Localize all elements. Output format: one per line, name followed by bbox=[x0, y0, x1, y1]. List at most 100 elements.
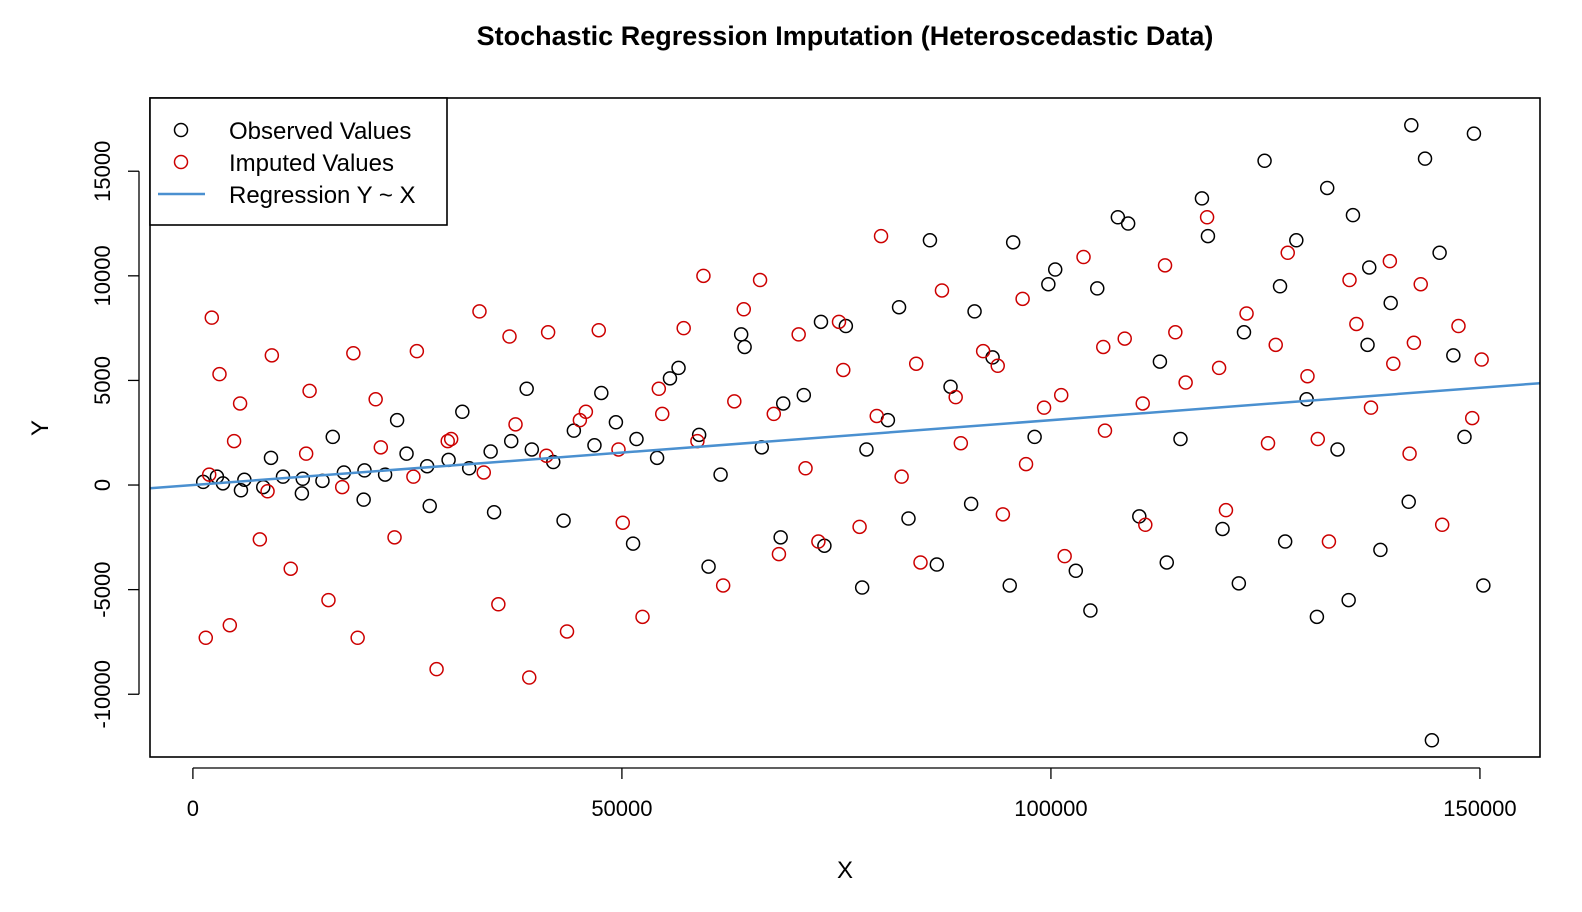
data-point bbox=[715, 578, 731, 593]
data-point bbox=[963, 496, 979, 512]
data-point bbox=[775, 396, 791, 411]
data-point bbox=[1018, 456, 1034, 472]
data-point bbox=[226, 433, 242, 449]
data-point bbox=[1120, 216, 1136, 231]
plot-area-frame bbox=[149, 97, 1541, 758]
x-tick-label: 100000 bbox=[1014, 796, 1087, 821]
data-point bbox=[222, 617, 238, 633]
data-point bbox=[1057, 548, 1072, 564]
data-point bbox=[696, 268, 711, 284]
data-point bbox=[1194, 191, 1210, 206]
data-point bbox=[975, 343, 991, 359]
y-tick-label: 10000 bbox=[90, 245, 115, 306]
x-tick-label: 50000 bbox=[591, 796, 652, 821]
data-point bbox=[836, 362, 851, 378]
data-point bbox=[967, 304, 982, 319]
data-point bbox=[1260, 435, 1276, 451]
data-point bbox=[869, 408, 884, 424]
data-point bbox=[1417, 151, 1433, 166]
data-point bbox=[894, 469, 909, 484]
data-point bbox=[346, 345, 361, 361]
x-axis-label: X bbox=[837, 857, 853, 884]
data-point bbox=[1215, 521, 1230, 537]
data-point bbox=[1173, 431, 1188, 447]
data-point bbox=[1474, 352, 1489, 367]
data-point bbox=[587, 438, 602, 453]
legend-imputed-symbol bbox=[173, 154, 189, 170]
data-point bbox=[791, 327, 806, 342]
data-point bbox=[406, 469, 421, 484]
data-point bbox=[325, 429, 341, 445]
data-point bbox=[852, 519, 867, 535]
data-point bbox=[556, 513, 571, 528]
data-point bbox=[1386, 356, 1401, 371]
legend-box bbox=[149, 97, 448, 226]
data-point bbox=[294, 486, 310, 501]
data-point bbox=[1159, 555, 1175, 570]
data-point bbox=[429, 661, 444, 677]
data-point bbox=[1432, 245, 1447, 261]
data-point bbox=[232, 396, 248, 411]
data-point bbox=[1218, 502, 1234, 518]
data-point bbox=[540, 325, 556, 340]
data-point bbox=[356, 492, 371, 507]
data-point bbox=[1231, 576, 1247, 591]
data-point bbox=[773, 530, 788, 545]
data-point bbox=[321, 592, 336, 608]
data-point bbox=[263, 450, 279, 466]
data-point bbox=[1199, 210, 1215, 225]
data-point bbox=[1321, 534, 1337, 549]
data-point bbox=[476, 465, 492, 480]
data-point bbox=[1360, 337, 1375, 353]
data-point bbox=[796, 387, 812, 403]
data-point bbox=[995, 507, 1011, 522]
data-point bbox=[283, 561, 298, 576]
data-point bbox=[1280, 245, 1295, 261]
x-tick-label: 150000 bbox=[1443, 796, 1516, 821]
data-point bbox=[260, 484, 275, 499]
data-point bbox=[615, 515, 631, 530]
data-point bbox=[798, 461, 813, 476]
x-axis: 0 50000 100000 150000 bbox=[187, 767, 1517, 821]
data-point bbox=[771, 546, 787, 562]
data-point bbox=[691, 427, 707, 443]
legend: Observed Values Imputed Values Regressio… bbox=[149, 97, 448, 226]
data-point bbox=[357, 463, 372, 478]
data-point bbox=[350, 630, 365, 645]
data-point bbox=[1349, 316, 1364, 332]
data-point bbox=[922, 233, 938, 248]
data-point bbox=[298, 446, 314, 461]
y-tick-label: 0 bbox=[90, 479, 115, 491]
data-point bbox=[387, 530, 402, 545]
data-point bbox=[524, 442, 540, 457]
data-point bbox=[1152, 354, 1168, 369]
data-point bbox=[461, 461, 477, 476]
data-point bbox=[1097, 423, 1113, 438]
data-point bbox=[1310, 431, 1326, 447]
data-point bbox=[1457, 429, 1472, 445]
legend-regression-label: Regression Y ~ X bbox=[229, 182, 416, 209]
data-point bbox=[233, 483, 249, 498]
data-point bbox=[873, 228, 889, 244]
data-point bbox=[472, 304, 487, 319]
data-point bbox=[733, 327, 749, 342]
data-point bbox=[1300, 368, 1315, 384]
data-point bbox=[1383, 295, 1398, 311]
data-point bbox=[1382, 253, 1398, 269]
data-point bbox=[409, 343, 425, 359]
data-point bbox=[578, 404, 594, 420]
data-point bbox=[422, 498, 437, 514]
data-point bbox=[1268, 337, 1283, 353]
data-point bbox=[1117, 331, 1132, 346]
data-point bbox=[201, 467, 217, 482]
data-point bbox=[1289, 233, 1304, 248]
data-point bbox=[1002, 578, 1017, 593]
data-point bbox=[953, 435, 969, 451]
data-point bbox=[1476, 578, 1491, 593]
data-point bbox=[908, 356, 924, 371]
data-point bbox=[1413, 276, 1428, 292]
data-point bbox=[508, 417, 523, 432]
data-point bbox=[635, 609, 650, 625]
data-point bbox=[736, 302, 751, 317]
